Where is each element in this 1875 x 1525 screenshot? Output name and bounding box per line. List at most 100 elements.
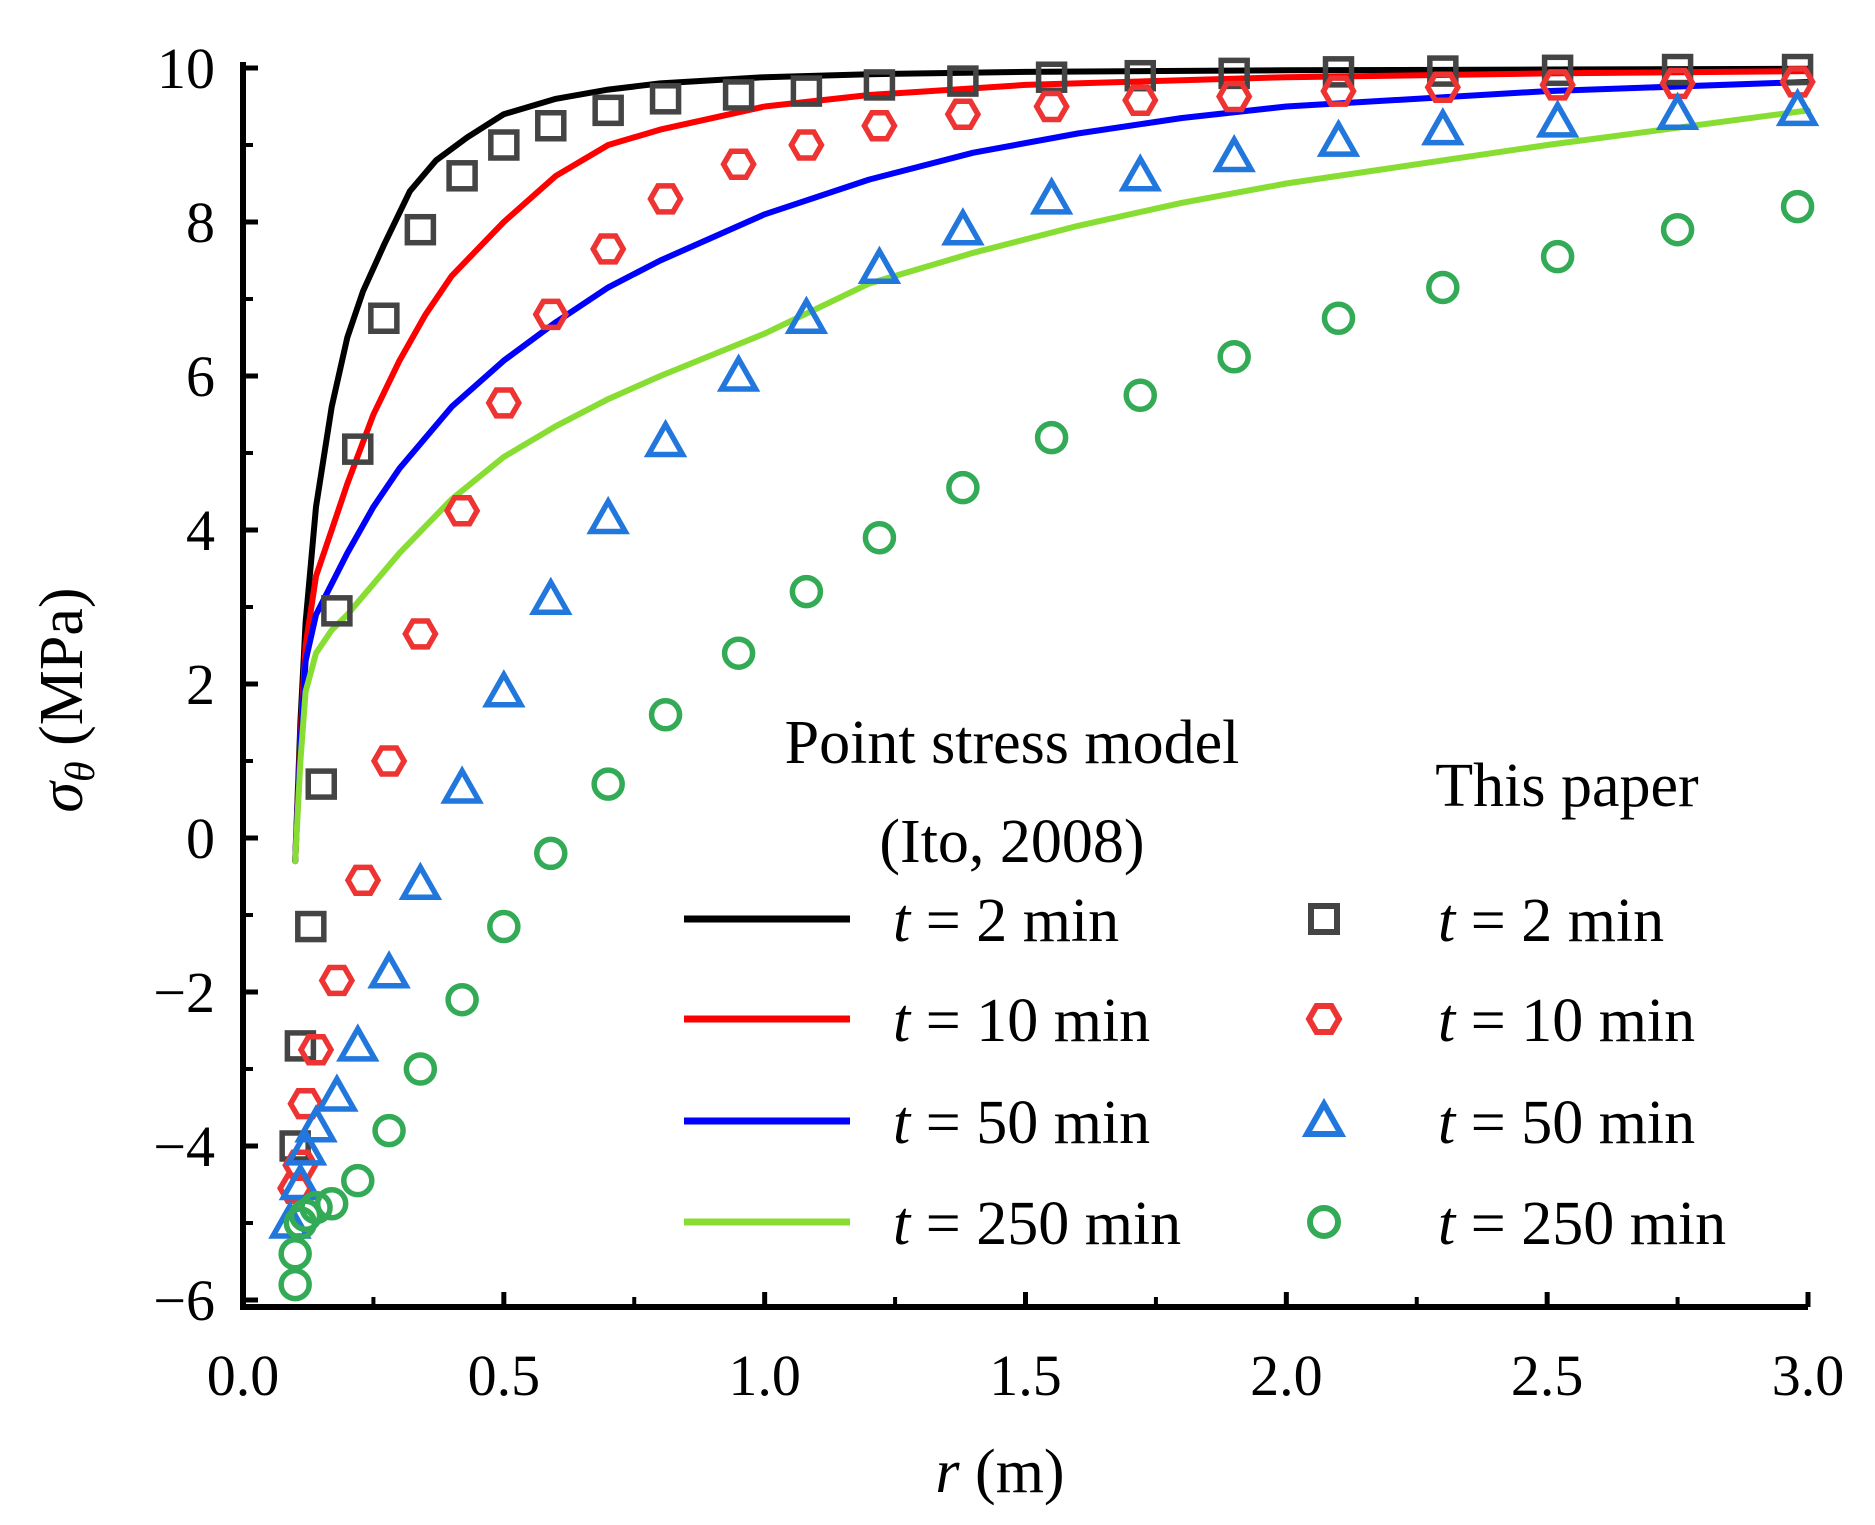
marker-square-point [305, 768, 337, 800]
marker-circle-point [1780, 189, 1815, 224]
y-axis-variable: σ [28, 780, 96, 813]
marker-square-point [1035, 61, 1068, 93]
marker-circle-point [445, 982, 479, 1017]
marker-hexagon-point [1779, 66, 1816, 98]
x-tick-label: 2.5 [1511, 1343, 1584, 1408]
marker-hexagon-point [1033, 90, 1070, 123]
legend-label-line-t50: t = 50 min [893, 1089, 1150, 1157]
y-axis-unit: (MPa) [28, 587, 96, 761]
marker-square-point [284, 1030, 317, 1062]
marker-circle-point [648, 698, 683, 732]
marker-square-point [592, 94, 624, 127]
marker-triangle-point [643, 418, 688, 458]
paper-markers [268, 53, 1820, 1302]
marker-triangle-point [784, 295, 829, 334]
legend-label-line-t10: t = 10 min [893, 987, 1150, 1055]
legend: Point stress model (Ito, 2008) This pape… [684, 709, 1726, 1258]
marker-triangle-point [1029, 176, 1074, 215]
x-axis-unit: (m) [960, 1438, 1065, 1506]
marker-square-point [446, 160, 478, 192]
marker-hexagon-point [318, 964, 356, 997]
marker-triangle-point [367, 950, 411, 989]
marker-circle-point [1426, 270, 1460, 305]
x-tick-label: 1.5 [989, 1343, 1062, 1408]
marker-circle-point [372, 1113, 406, 1148]
marker-square-point [947, 65, 979, 97]
marker-hexagon-point [370, 745, 408, 777]
legend-label-line-t2: t = 2 min [893, 887, 1119, 955]
y-tick-label: −2 [153, 960, 215, 1025]
marker-circle-point [1321, 301, 1356, 335]
marker-triangle-point [1535, 99, 1580, 138]
marker-circle-point [1034, 420, 1069, 455]
marker-circle-point [721, 636, 756, 670]
y-axis-title: σθ (MPa) [28, 587, 104, 812]
marker-square-point [790, 75, 823, 107]
marker-square-point [1541, 54, 1574, 87]
marker-hexagon-point [1659, 67, 1696, 100]
marker-square-point [649, 83, 682, 115]
legend-marker-triangle [1301, 1097, 1347, 1137]
marker-triangle-point [1316, 118, 1361, 157]
marker-hexagon-point [344, 864, 382, 897]
x-tick-label: 1.0 [728, 1343, 801, 1408]
legend-label-marker-t50: t = 50 min [1438, 1089, 1695, 1157]
x-axis-title: r (m) [935, 1438, 1064, 1506]
marker-triangle-point [941, 207, 985, 246]
axis-tick-labels: 0.0 0.5 1.0 1.5 2.0 2.5 3.0 −6 −4 −2 0 2 4 6 8 10 [153, 36, 1844, 1408]
marker-circle-point [341, 1163, 375, 1198]
marker-circle-point [946, 470, 980, 505]
marker-triangle-point [1212, 133, 1256, 173]
y-tick-label: 0 [186, 806, 215, 871]
marker-square-point [368, 302, 400, 334]
marker-circle-point [278, 1267, 312, 1302]
marker-hexagon-point [1216, 80, 1253, 113]
marker-triangle-point [716, 353, 761, 392]
marker-triangle-point [398, 861, 443, 900]
legend-label-marker-t10: t = 10 min [1438, 987, 1695, 1055]
marker-hexagon-point [402, 618, 439, 650]
marker-triangle-point [586, 495, 630, 535]
marker-square-point [1218, 57, 1250, 90]
legend-label-marker-t2: t = 2 min [1438, 887, 1664, 955]
marker-square-point [1781, 53, 1814, 86]
marker-hexagon-point [485, 387, 522, 419]
legend-marker-circle [1307, 1205, 1341, 1239]
marker-hexagon-point [720, 148, 757, 180]
marker-triangle-point [1655, 91, 1700, 130]
marker-triangle-point [294, 1104, 338, 1143]
marker-square-point [863, 69, 896, 101]
marker-circle-point [591, 767, 625, 801]
y-tick-label: 4 [186, 498, 215, 563]
legend-label-line-t250: t = 250 min [893, 1190, 1181, 1258]
marker-hexagon-point [1424, 71, 1461, 103]
marker-triangle-point [529, 576, 573, 616]
axis-ticks [240, 65, 1811, 1307]
marker-hexagon-point [861, 110, 898, 142]
marker-hexagon-point [788, 129, 825, 161]
x-axis-variable: r [935, 1438, 960, 1506]
marker-circle-point [862, 520, 897, 555]
marker-triangle-point [1118, 153, 1162, 192]
marker-square-point [1322, 56, 1355, 88]
marker-circle-point [1540, 239, 1575, 274]
marker-square-point [295, 910, 327, 943]
marker-circle-point [1660, 212, 1695, 247]
model-line-3 [292, 107, 1811, 865]
marker-square-point [404, 213, 437, 246]
marker-triangle-point [336, 1023, 380, 1062]
y-tick-label: 2 [186, 652, 215, 717]
legend-group1-title-line2: (Ito, 2008) [879, 808, 1144, 876]
model-line-1 [292, 68, 1811, 865]
marker-square-point [722, 79, 755, 111]
legend-marker-hexagon [1305, 1003, 1343, 1035]
x-tick-label: 0.5 [468, 1343, 541, 1408]
marker-hexagon-point [647, 183, 684, 215]
legend-label-marker-t250: t = 250 min [1438, 1190, 1726, 1258]
marker-hexagon-point [944, 98, 982, 130]
marker-square-point [1427, 55, 1459, 87]
y-tick-label: −6 [153, 1268, 215, 1333]
marker-hexagon-point [1122, 84, 1159, 117]
marker-square-point [279, 1130, 311, 1162]
